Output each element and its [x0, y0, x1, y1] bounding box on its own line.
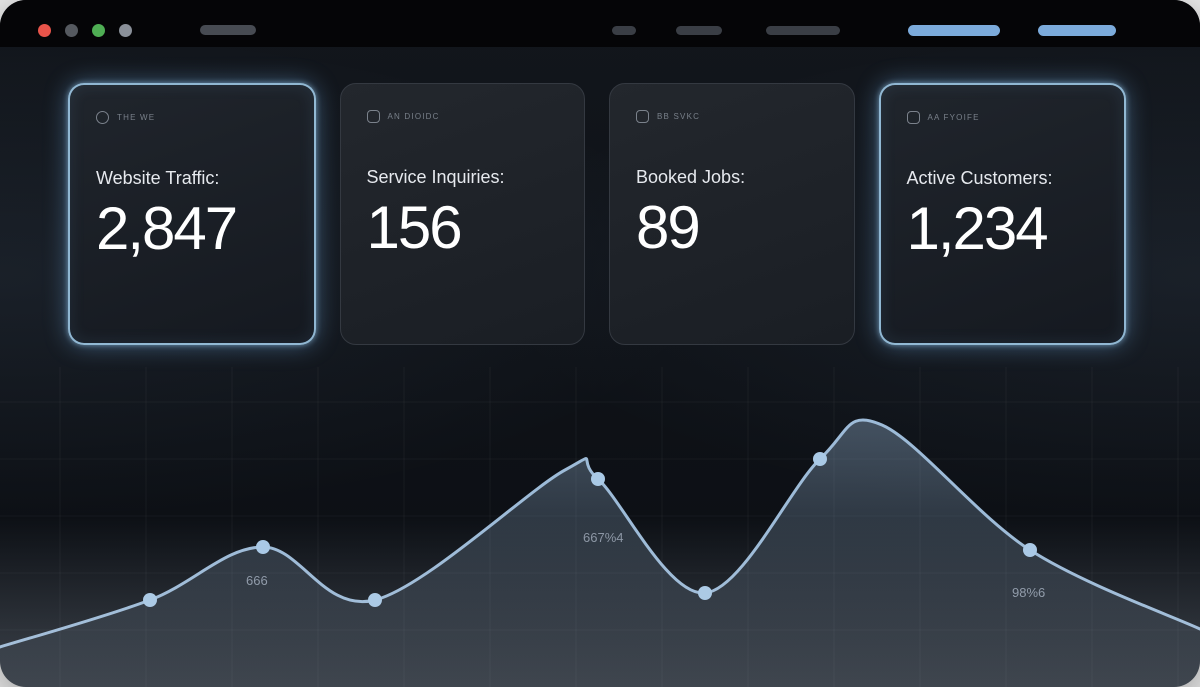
- card-label: Active Customers:: [906, 168, 1053, 188]
- chart-value-label: 666: [246, 573, 268, 588]
- stat-card-booked-jobs: BB SVKC Booked Jobs: 89: [609, 83, 855, 345]
- customer-icon: [906, 111, 920, 124]
- toolbar-pill-mid-1[interactable]: [612, 26, 636, 35]
- minimize-button[interactable]: [65, 24, 78, 37]
- inquiry-icon: [366, 110, 380, 123]
- chart-data-points: [143, 452, 1037, 607]
- card-value: 89: [636, 194, 701, 261]
- stat-card-service-inquiries: AN DIOIDC Service Inquiries: 156: [339, 83, 585, 345]
- traffic-area-chart: 666 667%4 98%6: [0, 367, 1200, 687]
- card-label: Booked Jobs:: [636, 167, 746, 187]
- card-value: 2,847: [96, 195, 238, 262]
- card-label: Service Inquiries:: [366, 167, 505, 187]
- refresh-circle-icon: [96, 111, 109, 124]
- chart-point: [143, 593, 157, 607]
- calendar-icon: [636, 110, 649, 123]
- card-value: 156: [366, 194, 463, 261]
- chart-labels: 666 667%4 98%6: [246, 530, 1045, 600]
- card-tag: AN DIOIDC: [387, 112, 440, 121]
- chart-value-label: 667%4: [583, 530, 623, 545]
- chart-value-label: 98%6: [1012, 585, 1045, 600]
- card-label: Website Traffic:: [96, 168, 220, 188]
- close-button[interactable]: [38, 24, 51, 37]
- chart-point: [813, 452, 827, 466]
- chart-point: [368, 593, 382, 607]
- card-tag: THE WE: [117, 113, 156, 122]
- card-tag: BB SVKC: [657, 112, 701, 121]
- stat-card-active-customers: AA FYOIFE Active Customers: 1,234: [878, 83, 1126, 345]
- title-bar: [0, 0, 1200, 47]
- card-tag: AA FYOIFE: [927, 113, 980, 122]
- chart-point: [698, 586, 712, 600]
- toolbar-pill-mid-2[interactable]: [676, 26, 722, 35]
- extra-window-button[interactable]: [119, 24, 132, 37]
- toolbar-pill-mid-3[interactable]: [766, 26, 840, 35]
- chart-area-fill: [0, 419, 1200, 687]
- stat-card-website-traffic: THE WE Website Traffic: 2,847: [68, 83, 316, 345]
- chart-point: [591, 472, 605, 486]
- chart-point: [1023, 543, 1037, 557]
- zoom-button[interactable]: [92, 24, 105, 37]
- traffic-lights: [38, 24, 132, 37]
- chart-point: [256, 540, 270, 554]
- action-pill-secondary[interactable]: [1038, 25, 1116, 36]
- stat-cards-row: THE WE Website Traffic: 2,847 AN DIOIDC …: [68, 83, 1126, 345]
- toolbar-pill-left[interactable]: [200, 25, 256, 35]
- action-pill-primary[interactable]: [908, 25, 1000, 36]
- card-value: 1,234: [906, 195, 1049, 262]
